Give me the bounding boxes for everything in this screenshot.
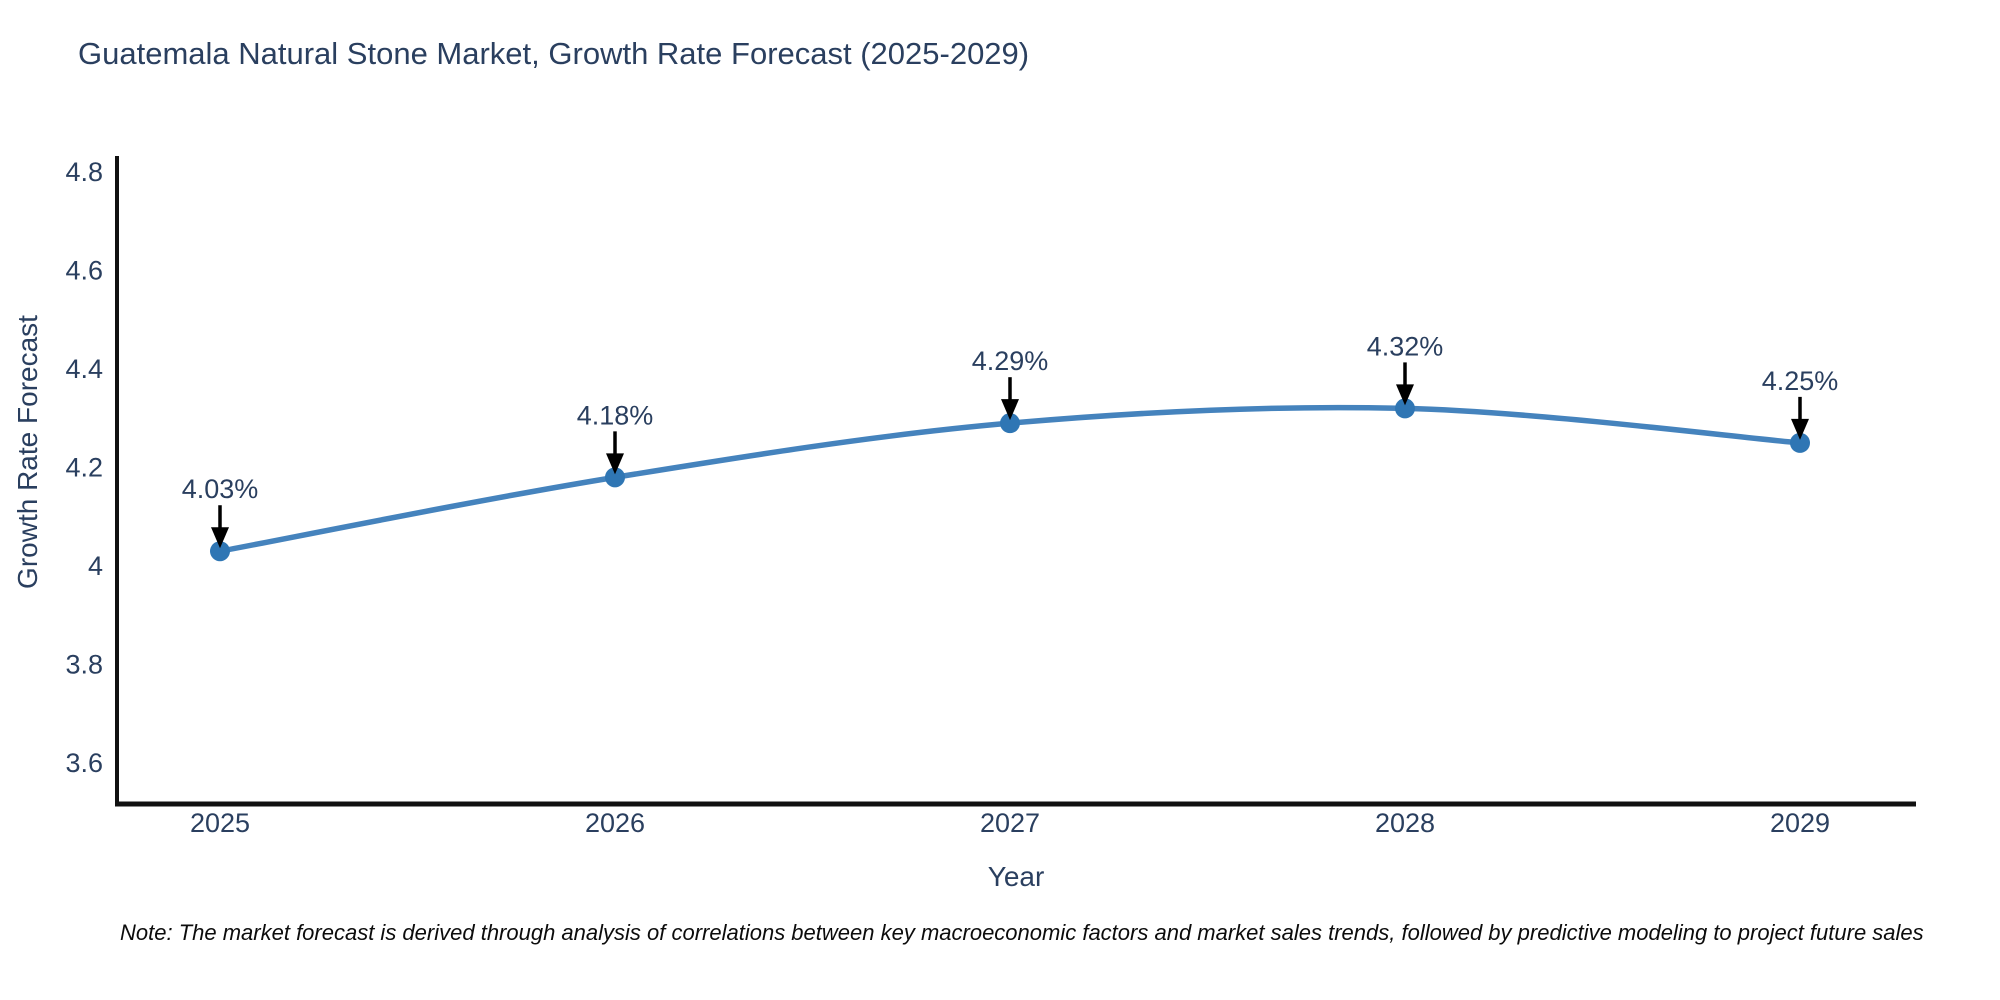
chart-title: Guatemala Natural Stone Market, Growth R… xyxy=(78,36,1030,71)
x-tick-label: 2025 xyxy=(190,808,250,838)
y-tick-label: 4.2 xyxy=(65,453,103,483)
y-tick-label: 3.8 xyxy=(65,650,103,680)
data-point-marker xyxy=(605,467,625,488)
annotation-arrow-head xyxy=(1396,384,1414,406)
data-point-label: 4.18% xyxy=(577,400,654,430)
x-tick-label: 2026 xyxy=(585,808,645,838)
x-tick-label: 2027 xyxy=(980,808,1040,838)
data-point-label: 4.25% xyxy=(1762,366,1839,396)
y-tick-label: 4 xyxy=(88,551,103,581)
y-tick-label: 4.6 xyxy=(65,256,103,286)
footnote: Note: The market forecast is derived thr… xyxy=(120,920,1924,945)
annotation-arrow-head xyxy=(1001,399,1019,421)
y-tick-label: 4.4 xyxy=(65,354,103,384)
y-tick-label: 3.6 xyxy=(65,748,103,778)
data-point-marker xyxy=(1790,432,1810,453)
y-axis-title: Growth Rate Forecast xyxy=(12,315,43,589)
x-axis-title: Year xyxy=(987,861,1045,892)
data-point-label: 4.03% xyxy=(182,474,259,504)
x-tick-label: 2029 xyxy=(1770,808,1830,838)
y-tick-label: 4.8 xyxy=(65,157,103,187)
x-tick-label: 2028 xyxy=(1375,808,1435,838)
data-point-marker xyxy=(1000,413,1020,434)
annotation-arrow-head xyxy=(606,453,624,475)
data-point-label: 4.29% xyxy=(972,346,1049,376)
annotation-arrow-head xyxy=(211,527,229,549)
data-point-label: 4.32% xyxy=(1367,331,1444,361)
annotation-arrow-head xyxy=(1791,418,1809,440)
data-point-marker xyxy=(1395,398,1415,419)
data-point-marker xyxy=(210,541,230,562)
